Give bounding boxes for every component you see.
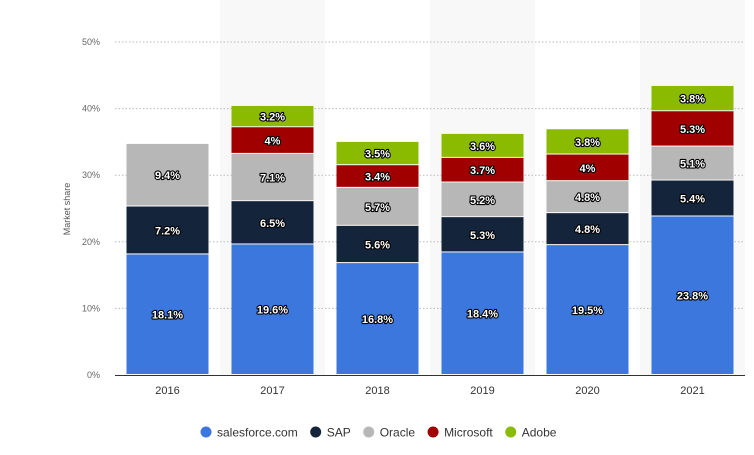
x-tick-label: 2018 <box>365 385 389 397</box>
data-label: 4% <box>580 163 596 175</box>
legend-label: SAP <box>327 426 351 440</box>
legend-label: Microsoft <box>444 426 493 440</box>
bar-segment[interactable] <box>441 157 524 182</box>
data-label: 5.4% <box>680 194 705 206</box>
bar-segment[interactable] <box>336 187 419 225</box>
bar-segment[interactable] <box>441 252 524 374</box>
y-tick-label: 30% <box>82 170 100 180</box>
bar-segment[interactable] <box>546 245 629 374</box>
data-label: 3.2% <box>260 112 285 124</box>
bar-segment[interactable] <box>651 146 734 180</box>
legend-marker <box>427 426 439 438</box>
bar-segment[interactable] <box>546 181 629 213</box>
bar-segment[interactable] <box>441 182 524 217</box>
data-label: 3.6% <box>470 141 495 153</box>
legend-item[interactable]: SAP <box>310 426 351 440</box>
data-label: 16.8% <box>362 314 393 326</box>
data-label: 3.7% <box>470 165 495 177</box>
x-tick-label: 2019 <box>470 385 494 397</box>
legend-item[interactable]: Microsoft <box>427 426 494 440</box>
data-label: 4% <box>265 136 281 148</box>
legend-marker <box>505 426 517 438</box>
data-label: 7.1% <box>260 173 285 185</box>
legend-item[interactable]: salesforce.com <box>200 426 298 440</box>
bar-segment[interactable] <box>231 244 314 374</box>
y-tick-label: 0% <box>87 370 100 380</box>
data-label: 5.3% <box>680 124 705 136</box>
data-label: 7.2% <box>155 225 180 237</box>
bar-segment[interactable] <box>336 141 419 165</box>
y-axis-label: Market share <box>62 183 72 236</box>
data-label: 3.8% <box>575 137 600 149</box>
data-label: 18.4% <box>467 309 498 321</box>
legend-marker <box>363 426 375 438</box>
data-label: 4.8% <box>575 192 600 204</box>
data-label: 3.8% <box>680 94 705 106</box>
bar-segment[interactable] <box>126 254 209 374</box>
bar-segment[interactable] <box>231 105 314 127</box>
bar-segment[interactable] <box>651 111 734 146</box>
data-label: 23.8% <box>677 291 708 303</box>
bar-segment[interactable] <box>126 143 209 206</box>
data-label: 5.1% <box>680 159 705 171</box>
data-label: 5.3% <box>470 230 495 242</box>
bar-segment[interactable] <box>126 206 209 254</box>
data-label: 5.6% <box>365 239 390 251</box>
bar-segment[interactable] <box>441 133 524 157</box>
legend-marker <box>310 426 322 438</box>
data-label: 19.5% <box>572 305 603 317</box>
y-tick-label: 50% <box>82 37 100 47</box>
bar-segment[interactable] <box>546 213 629 245</box>
bar-segment[interactable] <box>651 85 734 111</box>
y-tick-label: 40% <box>82 104 100 114</box>
bar-segment[interactable] <box>336 165 419 187</box>
y-tick-label: 20% <box>82 237 100 247</box>
bar-segment[interactable] <box>441 217 524 252</box>
bar-segment[interactable] <box>231 153 314 201</box>
bar-segment[interactable] <box>231 127 314 153</box>
x-tick-label: 2017 <box>260 385 284 397</box>
bar-segment[interactable] <box>231 201 314 244</box>
legend-item[interactable]: Adobe <box>505 426 557 440</box>
data-label: 18.1% <box>152 310 183 322</box>
bar-segment[interactable] <box>546 154 629 181</box>
legend-marker <box>200 426 212 438</box>
bar-segment[interactable] <box>336 263 419 374</box>
x-tick-label: 2021 <box>680 385 704 397</box>
data-label: 19.6% <box>257 305 288 317</box>
legend-label: Adobe <box>522 426 557 440</box>
legend-item[interactable]: Oracle <box>363 426 415 440</box>
bar-segment[interactable] <box>651 180 734 216</box>
data-label: 5.7% <box>365 202 390 214</box>
x-tick-label: 2016 <box>155 385 179 397</box>
legend-label: Oracle <box>380 426 416 440</box>
data-label: 9.4% <box>155 170 180 182</box>
x-tick-label: 2020 <box>575 385 599 397</box>
y-tick-label: 10% <box>82 303 100 313</box>
data-label: 3.5% <box>365 149 390 161</box>
data-label: 4.8% <box>575 224 600 236</box>
data-label: 5.2% <box>470 195 495 207</box>
data-label: 6.5% <box>260 218 285 230</box>
bar-segment[interactable] <box>546 129 629 154</box>
bar-segment[interactable] <box>336 225 419 263</box>
bar-segment[interactable] <box>651 216 734 374</box>
data-label: 3.4% <box>365 172 390 184</box>
legend-label: salesforce.com <box>217 426 298 440</box>
